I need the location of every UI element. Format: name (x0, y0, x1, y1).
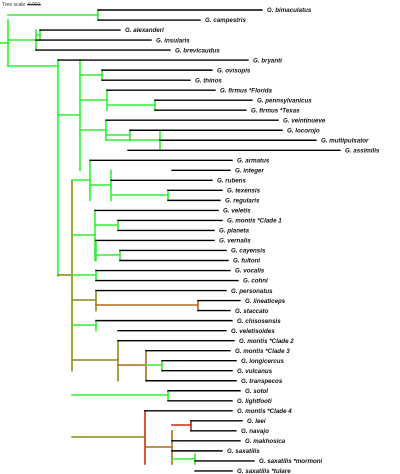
taxon-label: G. makhosica (245, 438, 286, 445)
taxon-label: G. firmus *Florida (220, 87, 272, 94)
taxon-label: G. veintinueve (283, 117, 326, 124)
taxon-label: G. chisosensis (237, 318, 281, 325)
taxon-label: G. saxatilis (227, 448, 260, 455)
taxon-label: G. sotol (245, 388, 268, 395)
taxon-label: G. texensis (227, 188, 261, 195)
taxon-label: G. leei (247, 418, 266, 425)
taxon-label: G. armatus (237, 158, 270, 165)
taxon-label: G. cohni (243, 278, 268, 285)
tree-labels: G. bimaculatus G. campestris G. alexanderi… (125, 7, 380, 474)
taxon-label: G. firmus *Texas (251, 107, 300, 114)
taxon-label: G. montis *Clade 3 (235, 348, 290, 355)
taxon-label: G. regularis (225, 198, 260, 205)
taxon-label: G. vulcanus (237, 368, 273, 375)
tree-scale-label: Tree scale: 0.001 (2, 2, 41, 8)
tree-branches (0, 9, 341, 472)
taxon-label: G. multipulsator (321, 137, 369, 144)
taxon-label: G. saxatilis *mormoni (259, 458, 323, 465)
taxon-label: G. navajo (241, 428, 269, 435)
taxon-label: G. insularis (156, 37, 190, 44)
taxon-label: G. bimaculatus (267, 7, 312, 14)
taxon-label: G. pennsylvanicus (257, 97, 312, 104)
taxon-label: G. cayensis (231, 248, 266, 255)
taxon-label: G. saxatilis *tulare (237, 468, 291, 474)
taxon-label: G. personatus (231, 288, 273, 295)
taxon-label: G. montis *Clade 2 (239, 338, 294, 345)
taxon-label: G. staccato (235, 308, 269, 315)
taxon-label: G. campestris (205, 17, 246, 24)
taxon-label: G. fultoni (233, 258, 260, 265)
taxon-label: G. assimilis (345, 147, 380, 154)
taxon-label: G. veletisoides (231, 328, 275, 335)
taxon-label: G. montis *Clade 4 (237, 408, 292, 415)
taxon-label: G. brevicaudus (175, 47, 220, 54)
taxon-label: G. ovisopis (217, 67, 251, 74)
taxon-label: G. lineaticeps (245, 298, 286, 305)
taxon-label: G. longicercus (241, 358, 285, 365)
taxon-label: G. integer (235, 168, 264, 175)
taxon-label: G. locorojo (287, 127, 320, 134)
taxon-label: G. vernalis (219, 238, 251, 245)
taxon-label: G. planeta (219, 228, 249, 235)
taxon-label: G. bryanti (253, 57, 282, 64)
taxon-label: G. vocalis (235, 268, 265, 275)
tree-scale-bar (27, 4, 41, 5)
taxon-label: G. montis *Clade 1 (227, 218, 282, 225)
taxon-label: G. transpecos (241, 378, 283, 385)
taxon-label: G. thinos (195, 77, 222, 84)
taxon-label: G. rubens (217, 178, 246, 185)
taxon-label: G. lightfooti (237, 398, 272, 405)
taxon-label: G. veletis (223, 208, 251, 215)
taxon-label: G. alexanderi (125, 27, 164, 34)
